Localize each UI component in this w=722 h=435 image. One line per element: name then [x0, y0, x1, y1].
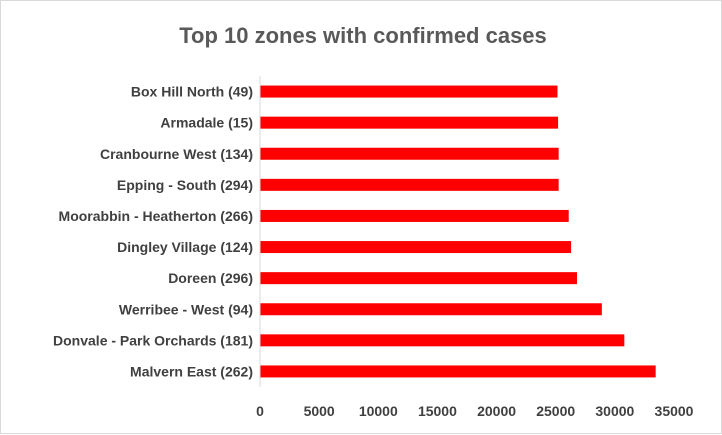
category-label-6: Doreen (296)	[168, 270, 253, 286]
bar-3	[260, 178, 559, 191]
category-label-3: Epping - South (294)	[117, 177, 253, 193]
category-label-1: Armadale (15)	[160, 115, 253, 131]
bar-2	[260, 147, 559, 160]
category-label-7: Werribee - West (94)	[119, 301, 253, 317]
x-tick-label-2: 10000	[359, 403, 398, 419]
category-label-5: Dingley Village (124)	[117, 239, 253, 255]
category-label-2: Cranbourne West (134)	[100, 146, 253, 162]
bar-8	[260, 334, 625, 347]
x-tick-label-3: 15000	[418, 403, 457, 419]
x-tick-label-7: 35000	[655, 403, 694, 419]
bars-group	[260, 85, 656, 378]
category-label-4: Moorabbin - Heatherton (266)	[59, 208, 253, 224]
bar-6	[260, 272, 578, 285]
bar-5	[260, 241, 572, 254]
x-tick-label-6: 30000	[595, 403, 634, 419]
bar-7	[260, 303, 602, 316]
category-labels: Box Hill North (49) Armadale (15) Cranbour…	[53, 84, 253, 380]
bar-0	[260, 85, 558, 98]
x-axis-ticks: 0 5000 10000 15000 20000 25000 30000 35000	[256, 403, 694, 419]
x-tick-label-5: 25000	[536, 403, 575, 419]
bar-4	[260, 209, 569, 222]
x-tick-label-1: 5000	[304, 403, 335, 419]
chart-title: Top 10 zones with confirmed cases	[179, 23, 547, 48]
category-label-0: Box Hill North (49)	[131, 84, 253, 100]
category-label-8: Donvale - Park Orchards (181)	[53, 332, 253, 348]
bar-1	[260, 116, 559, 129]
category-label-9: Malvern East (262)	[130, 363, 253, 379]
x-tick-label-0: 0	[256, 403, 264, 419]
bar-9	[260, 365, 656, 378]
x-tick-label-4: 20000	[477, 403, 516, 419]
